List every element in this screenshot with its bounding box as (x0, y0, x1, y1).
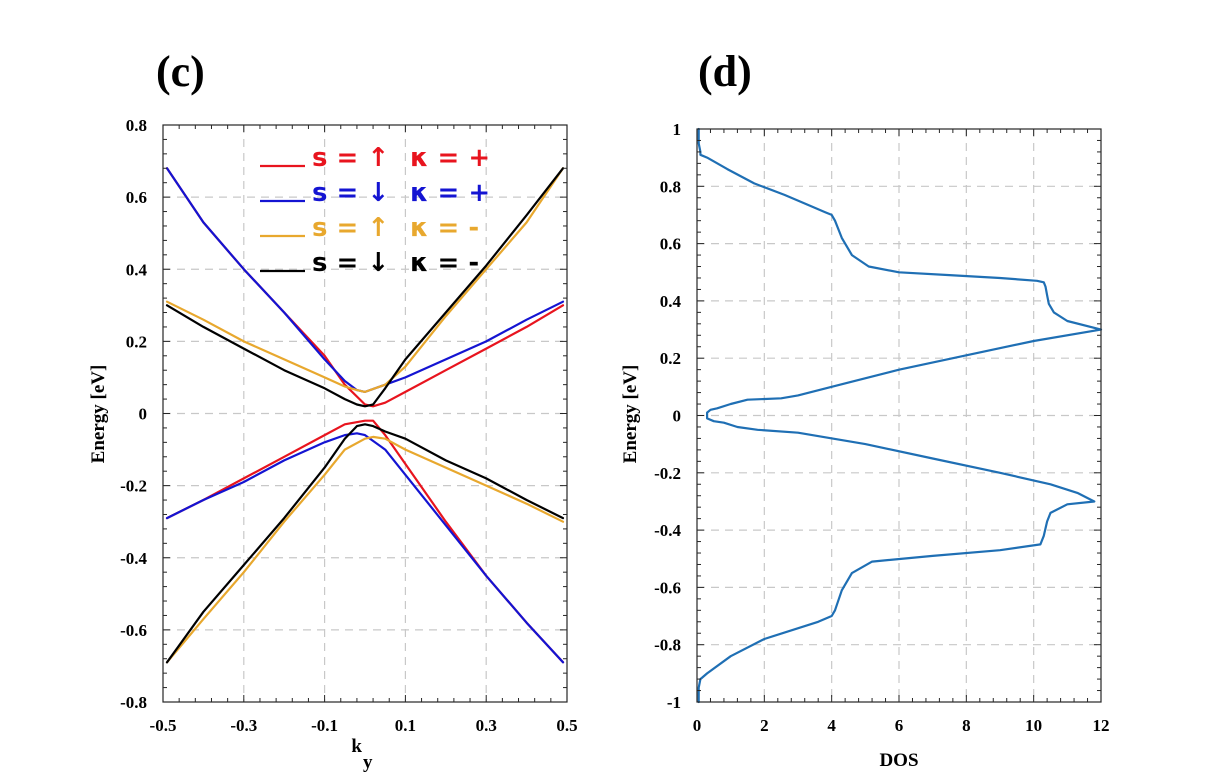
y-tick-label: -0.8 (120, 693, 147, 712)
y-tick-label: 0 (673, 407, 682, 426)
ticks-c (162, 124, 568, 703)
y-tick-label: 0.2 (660, 349, 681, 368)
panel-c: -0.5 -0.3 -0.1 0.1 0.3 0.5 -0.8 -0.6 -0.4 -0.2 0 0.… (88, 47, 578, 773)
x-tick-label: 2 (760, 716, 769, 735)
y-tick-label: -0.2 (120, 477, 147, 496)
series-line-c-3-1 (165, 423, 565, 664)
series-line-c-3-0 (165, 167, 565, 408)
y-tick-label: 0.2 (126, 332, 147, 351)
y-axis-label-c: Energy [eV] (88, 365, 109, 464)
x-tick-label: -0.3 (230, 716, 257, 735)
legend-label-spin: s = ↓ (312, 178, 389, 208)
series-line-c-1-1 (165, 432, 565, 664)
legend-label-spin: s = ↓ (312, 248, 389, 278)
legend-label-kappa: κ = - (410, 213, 479, 243)
y-tick-label: -0.6 (120, 621, 147, 640)
legend-label-spin: s = ↑ (312, 213, 389, 243)
legend-label-spin: s = ↑ (312, 143, 389, 173)
legend-label-kappa: κ = + (410, 178, 490, 208)
series-line-c-2-1 (165, 435, 565, 664)
ticks-d (696, 128, 1102, 703)
panel-label-c: (c) (156, 47, 205, 96)
y-tick-label: -0.2 (654, 464, 681, 483)
y-tick-label: 0.6 (660, 235, 681, 254)
x-axis-label-sub-c: y (363, 752, 373, 773)
panel-d: 0 2 4 6 8 10 12 -1 -0.8 -0.6 -0.4 -0.2 0 0.2 0.4 0.6 0.8… (620, 47, 1110, 771)
grid-d (697, 129, 1101, 702)
tick-labels-d: 0 2 4 6 8 10 12 -1 -0.8 -0.6 -0.4 -0.2 0 0.2 0.4 0.6 0.8… (654, 120, 1109, 735)
x-tick-label: 4 (827, 716, 836, 735)
x-tick-label: -0.1 (311, 716, 338, 735)
x-tick-label: 0 (693, 716, 702, 735)
x-tick-label: 0.3 (476, 716, 497, 735)
x-tick-label: 8 (962, 716, 971, 735)
panel-label-d: (d) (698, 47, 752, 96)
series-line-d-0-0 (697, 127, 1103, 704)
y-tick-label: 0.8 (126, 116, 147, 135)
y-axis-label-d: Energy [eV] (620, 365, 641, 464)
y-tick-label: -1 (667, 693, 681, 712)
y-tick-label: -0.6 (654, 578, 681, 597)
series-lines-d (697, 127, 1103, 704)
tick-labels-c: -0.5 -0.3 -0.1 0.1 0.3 0.5 -0.8 -0.6 -0.4 -0.2 0 0.… (120, 116, 578, 735)
x-tick-label: 0.1 (395, 716, 416, 735)
x-axis-label-c: k (351, 736, 362, 757)
x-tick-label: 10 (1025, 716, 1042, 735)
y-tick-label: 0.4 (660, 292, 682, 311)
x-tick-label: 6 (895, 716, 904, 735)
y-tick-label: 0.4 (126, 260, 148, 279)
x-tick-label: 0.5 (556, 716, 577, 735)
y-tick-label: -0.8 (654, 636, 681, 655)
y-tick-label: 0.8 (660, 177, 681, 196)
y-tick-label: -0.4 (120, 549, 147, 568)
x-tick-label: 12 (1093, 716, 1110, 735)
x-tick-label: -0.5 (150, 716, 177, 735)
y-tick-label: 1 (673, 120, 682, 139)
legend-label-kappa: κ = + (410, 143, 490, 173)
series-lines-c (165, 167, 565, 664)
x-axis-label-d: DOS (879, 750, 918, 771)
series-line-c-2-0 (165, 167, 565, 393)
legend-label-kappa: κ = - (410, 248, 479, 278)
y-tick-label: 0 (139, 405, 148, 424)
y-tick-label: -0.4 (654, 521, 681, 540)
y-tick-label: 0.6 (126, 188, 147, 207)
legend-c: s = ↑ κ = + s = ↓ κ = + s = ↑ κ = - s = ↓ κ = - (260, 143, 490, 278)
